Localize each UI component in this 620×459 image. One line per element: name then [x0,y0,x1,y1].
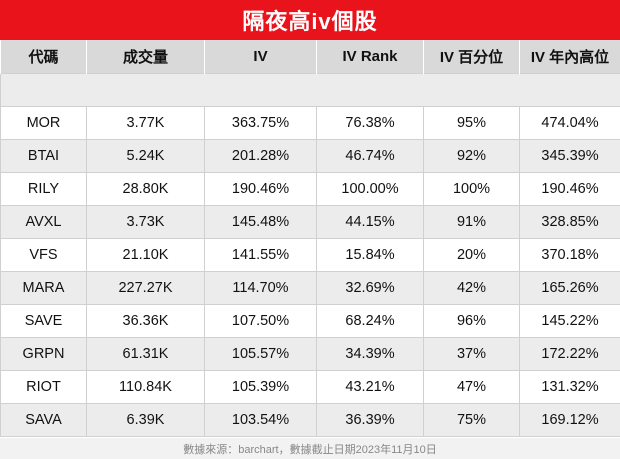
header-ticker: 代碼 [0,40,87,74]
iv-cell: 107.50% [204,304,317,338]
volume-cell: 61.31K [86,337,205,371]
page-title: 隔夜高iv個股 [0,0,620,40]
ticker-cell: AVXL [0,205,87,239]
table-row: SAVE 36.36K 107.50% 68.24% 96% 145.22% [0,304,620,338]
ticker-cell: RIOT [0,370,87,404]
iv-rank-cell: 76.38% [316,106,424,140]
iv-rank-cell: 15.84% [316,238,424,272]
ticker-cell: SAVE [0,304,87,338]
iv-cell: 363.75% [204,106,317,140]
table-row: SAVA 6.39K 103.54% 36.39% 75% 169.12% [0,403,620,437]
table-row: MOR 3.77K 363.75% 76.38% 95% 474.04% [0,106,620,140]
iv-year-high-cell: 131.32% [519,370,620,404]
ticker-cell: MOR [0,106,87,140]
ticker-cell: GRPN [0,337,87,371]
iv-year-high-cell: 145.22% [519,304,620,338]
iv-rank-cell: 68.24% [316,304,424,338]
header-iv-rank: IV Rank [316,40,424,74]
volume-cell: 227.27K [86,271,205,305]
volume-cell: 21.10K [86,238,205,272]
volume-cell: 3.77K [86,106,205,140]
volume-cell: 36.36K [86,304,205,338]
table-row: VFS 21.10K 141.55% 15.84% 20% 370.18% [0,238,620,272]
table-row: RIOT 110.84K 105.39% 43.21% 47% 131.32% [0,370,620,404]
iv-year-high-cell: 172.22% [519,337,620,371]
iv-rank-cell: 100.00% [316,172,424,206]
table-row: AVXL 3.73K 145.48% 44.15% 91% 328.85% [0,205,620,239]
iv-percentile-cell: 96% [423,304,520,338]
iv-rank-cell: 43.21% [316,370,424,404]
iv-percentile-cell: 42% [423,271,520,305]
iv-percentile-cell: 91% [423,205,520,239]
iv-year-high-cell: 169.12% [519,403,620,437]
table-row: GRPN 61.31K 105.57% 34.39% 37% 172.22% [0,337,620,371]
ticker-cell: MARA [0,271,87,305]
iv-rank-cell: 32.69% [316,271,424,305]
header-iv: IV [204,40,317,74]
source-footer: 數據來源：barchart，數據截止日期2023年11月10日 [0,438,620,459]
iv-cell: 103.54% [204,403,317,437]
table-body: MOR 3.77K 363.75% 76.38% 95% 474.04% BTAI 5.24K… [0,73,620,437]
table-row: MARA 227.27K 114.70% 32.69% 42% 165.26% [0,271,620,305]
header-iv-year-high: IV 年內高位 [519,40,620,74]
iv-cell: 105.39% [204,370,317,404]
volume-cell: 3.73K [86,205,205,239]
volume-cell: 5.24K [86,139,205,173]
iv-year-high-cell: 328.85% [519,205,620,239]
iv-table: 代碼 成交量 IV IV Rank IV 百分位 IV 年內高位 MOR 3.77… [0,40,620,437]
table-row: BTAI 5.24K 201.28% 46.74% 92% 345.39% [0,139,620,173]
iv-percentile-cell: 37% [423,337,520,371]
spacer-cell [0,73,620,107]
iv-year-high-cell: 474.04% [519,106,620,140]
iv-rank-cell: 46.74% [316,139,424,173]
iv-rank-cell: 44.15% [316,205,424,239]
iv-year-high-cell: 345.39% [519,139,620,173]
header-volume: 成交量 [86,40,205,74]
ticker-cell: SAVA [0,403,87,437]
iv-year-high-cell: 165.26% [519,271,620,305]
iv-cell: 201.28% [204,139,317,173]
iv-rank-cell: 34.39% [316,337,424,371]
ticker-cell: RILY [0,172,87,206]
iv-cell: 114.70% [204,271,317,305]
iv-year-high-cell: 370.18% [519,238,620,272]
table-row: RILY 28.80K 190.46% 100.00% 100% 190.46% [0,172,620,206]
iv-percentile-cell: 20% [423,238,520,272]
iv-rank-cell: 36.39% [316,403,424,437]
iv-cell: 145.48% [204,205,317,239]
iv-percentile-cell: 75% [423,403,520,437]
table-header-row: 代碼 成交量 IV IV Rank IV 百分位 IV 年內高位 [0,40,620,74]
volume-cell: 110.84K [86,370,205,404]
ticker-cell: BTAI [0,139,87,173]
volume-cell: 6.39K [86,403,205,437]
iv-cell: 105.57% [204,337,317,371]
iv-cell: 190.46% [204,172,317,206]
header-iv-percentile: IV 百分位 [423,40,520,74]
volume-cell: 28.80K [86,172,205,206]
iv-year-high-cell: 190.46% [519,172,620,206]
iv-percentile-cell: 47% [423,370,520,404]
iv-percentile-cell: 92% [423,139,520,173]
iv-percentile-cell: 100% [423,172,520,206]
iv-percentile-cell: 95% [423,106,520,140]
ticker-cell: VFS [0,238,87,272]
iv-cell: 141.55% [204,238,317,272]
spacer-row [0,73,620,107]
